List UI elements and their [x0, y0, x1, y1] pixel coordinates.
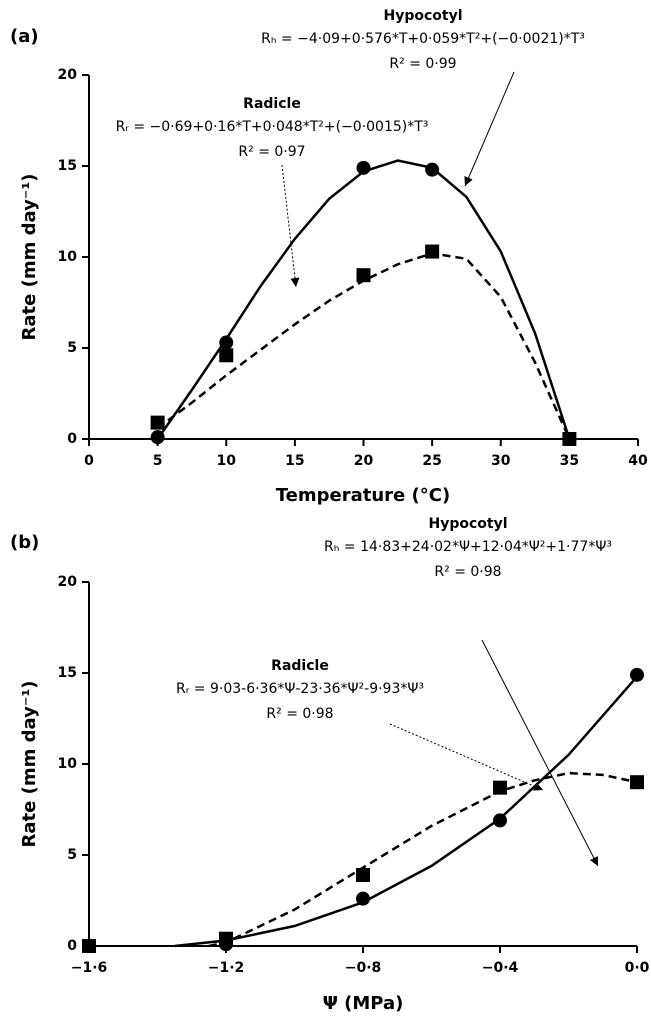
data-point	[562, 432, 577, 446]
x-tick-label: 20	[354, 453, 374, 469]
r-squared: R² = 0·97	[238, 144, 305, 160]
y-axis-label: Rate (mm day⁻¹)	[19, 681, 40, 848]
series-name: Hypocotyl	[383, 8, 462, 24]
data-point	[82, 939, 96, 953]
arrow	[464, 71, 515, 187]
y-tick-label: 5	[67, 340, 77, 356]
y-tick-label: 0	[67, 431, 77, 447]
y-tick-label: 0	[67, 938, 77, 954]
x-tick-label: −1·2	[208, 960, 245, 976]
x-tick-label: 35	[560, 453, 579, 469]
data-point	[219, 335, 234, 350]
data-point	[356, 160, 371, 175]
y-tick-label: 15	[58, 665, 77, 681]
data-point	[356, 868, 370, 883]
y-axis-label: Rate (mm day⁻¹)	[19, 174, 40, 341]
y-tick-label: 15	[58, 158, 77, 174]
arrow	[281, 164, 300, 288]
x-tick-label: 40	[628, 453, 648, 469]
x-tick-label: −0·8	[345, 960, 382, 976]
equation: Rₕ = 14·83+24·02*Ψ+12·04*Ψ²+1·77*Ψ³	[324, 539, 612, 555]
series-name: Radicle	[271, 658, 329, 674]
y-tick-label: 20	[58, 67, 78, 83]
data-point	[219, 931, 233, 946]
x-tick-label: −1·6	[71, 960, 108, 976]
data-point	[493, 780, 507, 795]
x-tick-label: 10	[217, 453, 237, 469]
equation: Rᵣ = −0·69+0·16*T+0·048*T²+(−0·0015)*T³	[116, 119, 429, 135]
r-squared: R² = 0·98	[434, 564, 501, 580]
data-point	[425, 162, 440, 177]
data-point	[630, 667, 644, 682]
y-tick-label: 20	[58, 574, 78, 590]
equation: Rᵣ = 9·03-6·36*Ψ-23·36*Ψ²-9·93*Ψ³	[176, 681, 424, 697]
fit-curve	[174, 675, 638, 948]
x-tick-label: 5	[153, 453, 163, 469]
data-point	[630, 775, 644, 790]
data-point	[150, 415, 165, 430]
x-tick-label: 25	[422, 453, 441, 469]
data-point	[425, 244, 440, 259]
x-tick-label: 0·0	[625, 960, 650, 976]
fit-curve	[208, 771, 638, 948]
x-tick-label: −0·4	[482, 960, 519, 976]
data-point	[150, 430, 165, 445]
arrow	[389, 723, 544, 791]
data-point	[493, 813, 507, 828]
panel-label: (b)	[10, 532, 39, 553]
arrow	[481, 639, 599, 867]
y-tick-label: 10	[58, 249, 78, 265]
x-axis-label: Ψ (MPa)	[323, 993, 404, 1014]
data-point	[219, 348, 234, 363]
series-name: Hypocotyl	[428, 516, 507, 532]
x-tick-label: 30	[491, 453, 511, 469]
series-name: Radicle	[243, 96, 301, 112]
data-point	[356, 268, 371, 283]
x-tick-label: 15	[285, 453, 304, 469]
y-tick-label: 5	[67, 847, 77, 863]
data-point	[356, 891, 370, 906]
y-tick-label: 10	[58, 756, 78, 772]
equation: Rₕ = −4·09+0·576*T+0·059*T²+(−0·0021)*T³	[261, 31, 585, 47]
fit-curve	[156, 159, 571, 440]
r-squared: R² = 0·99	[389, 56, 456, 72]
x-axis-label: Temperature (°C)	[276, 485, 450, 506]
x-tick-label: 0	[84, 453, 94, 469]
panel-label: (a)	[10, 26, 39, 47]
r-squared: R² = 0·98	[266, 706, 333, 722]
